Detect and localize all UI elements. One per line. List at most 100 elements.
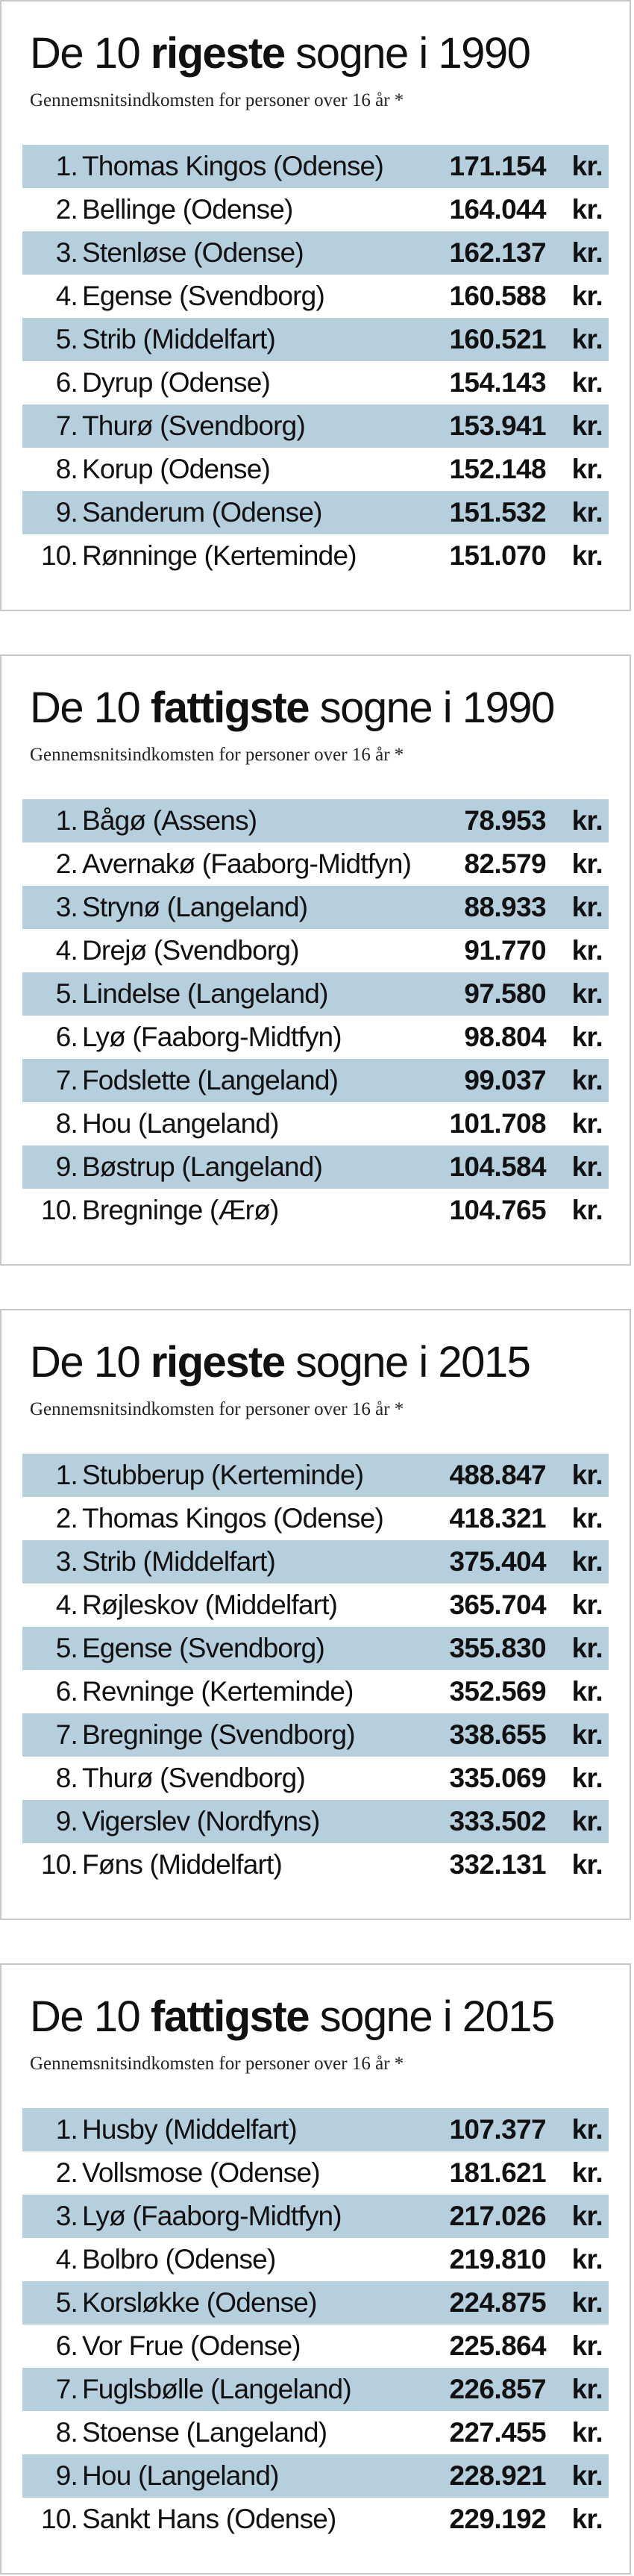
parish-name: Bregninge (Ærø) (82, 1195, 279, 1225)
income-amount: 224.875 (449, 2287, 546, 2318)
parish-name: Strynø (Langeland) (82, 892, 308, 922)
panel-subtitle: Gennemsnitsindkomsten for personer over … (30, 745, 404, 765)
rank-number: 5. (55, 1633, 78, 1663)
income-amount: 352.569 (449, 1676, 546, 1707)
rank-number: 1. (55, 2114, 78, 2145)
income-amount: 151.532 (449, 497, 546, 528)
rank-row: 6. Vor Frue (Odense) 225.864 kr. (22, 2325, 609, 2368)
rank-row: 5. Lindelse (Langeland) 97.580 kr. (22, 972, 609, 1016)
panel-subtitle: Gennemsnitsindkomsten for personer over … (30, 2054, 404, 2074)
income-amount: 151.070 (449, 540, 546, 571)
rank-list: 1. Thomas Kingos (Odense) 171.154 kr. 2. Bell… (22, 145, 609, 578)
rank-row: 8. Korup (Odense) 152.148 kr. (22, 448, 609, 491)
currency-unit: kr. (571, 1849, 603, 1880)
parish-name: Røjleskov (Middelfart) (82, 1589, 338, 1620)
parish-name: Korup (Odense) (82, 454, 271, 484)
rank-row: 1. Thomas Kingos (Odense) 171.154 kr. (22, 145, 609, 188)
rank-number: 8. (55, 1763, 78, 1793)
currency-unit: kr. (571, 1763, 603, 1793)
parish-name: Thurø (Svendborg) (82, 1763, 306, 1793)
rank-number: 1. (55, 1460, 78, 1490)
rank-row: 10. Bregninge (Ærø) 104.765 kr. (22, 1189, 609, 1232)
parish-name: Rønninge (Kerteminde) (82, 540, 357, 571)
rank-number: 9. (55, 1806, 78, 1836)
rank-number: 3. (55, 892, 78, 922)
rank-row: 9. Hou (Langeland) 228.921 kr. (22, 2454, 609, 2498)
currency-unit: kr. (571, 1151, 603, 1182)
currency-unit: kr. (571, 1065, 603, 1095)
parish-name: Thomas Kingos (Odense) (82, 1503, 384, 1534)
rank-row: 3. Strynø (Langeland) 88.933 kr. (22, 886, 609, 929)
rank-row: 9. Vigerslev (Nordfyns) 333.502 kr. (22, 1800, 609, 1843)
rank-row: 8. Stoense (Langeland) 227.455 kr. (22, 2411, 609, 2454)
rank-row: 3. Stenløse (Odense) 162.137 kr. (22, 231, 609, 275)
currency-unit: kr. (571, 1589, 603, 1620)
parish-name: Bågø (Assens) (82, 805, 257, 836)
parish-name: Husby (Middelfart) (82, 2114, 298, 2145)
currency-unit: kr. (571, 978, 603, 1009)
rank-row: 4. Røjleskov (Middelfart) 365.704 kr. (22, 1584, 609, 1627)
income-amount: 375.404 (449, 1546, 546, 1577)
rank-number: 2. (55, 1503, 78, 1534)
rank-row: 10. Føns (Middelfart) 332.131 kr. (22, 1843, 609, 1886)
rank-number: 2. (55, 2157, 78, 2188)
currency-unit: kr. (571, 2417, 603, 2448)
income-amount: 91.770 (464, 935, 546, 966)
panel-richest-2015: De 10 rigeste sogne i 2015 Gennemsnitsin… (0, 1309, 631, 1920)
currency-unit: kr. (571, 194, 603, 225)
rank-number: 7. (55, 410, 78, 441)
currency-unit: kr. (571, 1022, 603, 1052)
rank-number: 7. (55, 1065, 78, 1095)
income-amount: 338.655 (449, 1719, 546, 1750)
rank-row: 4. Bolbro (Odense) 219.810 kr. (22, 2238, 609, 2281)
income-amount: 104.765 (449, 1195, 546, 1225)
currency-unit: kr. (571, 367, 603, 398)
rank-number: 5. (55, 2287, 78, 2318)
rank-number: 8. (55, 1108, 78, 1139)
currency-unit: kr. (571, 2114, 603, 2145)
parish-name: Fuglsbølle (Langeland) (82, 2374, 352, 2404)
income-amount: 104.584 (449, 1151, 546, 1182)
rank-number: 10. (40, 1195, 78, 1225)
title-prefix: De 10 (30, 1992, 151, 2041)
rank-row: 2. Bellinge (Odense) 164.044 kr. (22, 188, 609, 231)
parish-name: Drejø (Svendborg) (82, 935, 300, 966)
rank-row: 5. Egense (Svendborg) 355.830 kr. (22, 1627, 609, 1670)
currency-unit: kr. (571, 410, 603, 441)
panel-subtitle: Gennemsnitsindkomsten for personer over … (30, 1399, 404, 1419)
parish-name: Bregninge (Svendborg) (82, 1719, 356, 1750)
currency-unit: kr. (571, 281, 603, 311)
parish-name: Sanderum (Odense) (82, 497, 322, 528)
rank-number: 7. (55, 2374, 78, 2404)
currency-unit: kr. (571, 1546, 603, 1577)
currency-unit: kr. (571, 1806, 603, 1836)
currency-unit: kr. (571, 1719, 603, 1750)
rank-number: 9. (55, 2460, 78, 2491)
title-emphasis: fattigste (150, 684, 310, 732)
income-amount: 101.708 (449, 1108, 546, 1139)
currency-unit: kr. (571, 1460, 603, 1490)
income-amount: 228.921 (449, 2460, 546, 2491)
parish-name: Bolbro (Odense) (82, 2244, 276, 2275)
panel-poorest-1990: De 10 fattigste sogne i 1990 Gennemsnits… (0, 654, 631, 1266)
income-amount: 99.037 (464, 1065, 546, 1095)
parish-name: Vollsmose (Odense) (82, 2157, 321, 2188)
income-amount: 333.502 (449, 1806, 546, 1836)
rank-list: 1. Husby (Middelfart) 107.377 kr. 2. Vollsmos… (22, 2108, 609, 2541)
income-amount: 88.933 (464, 892, 546, 922)
currency-unit: kr. (571, 2201, 603, 2231)
rank-number: 3. (55, 1546, 78, 1577)
title-emphasis: rigeste (150, 29, 286, 78)
currency-unit: kr. (571, 2330, 603, 2361)
parish-name: Bellinge (Odense) (82, 194, 293, 225)
rank-number: 1. (55, 151, 78, 181)
income-amount: 162.137 (449, 237, 546, 268)
title-emphasis: rigeste (150, 1338, 286, 1387)
currency-unit: kr. (571, 237, 603, 268)
rank-number: 6. (55, 367, 78, 398)
rank-row: 10. Rønninge (Kerteminde) 151.070 kr. (22, 534, 609, 578)
currency-unit: kr. (571, 1676, 603, 1707)
rank-row: 4. Drejø (Svendborg) 91.770 kr. (22, 929, 609, 972)
title-suffix: sogne i 2015 (308, 1992, 556, 2041)
parish-name: Lyø (Faaborg-Midtfyn) (82, 2201, 342, 2231)
